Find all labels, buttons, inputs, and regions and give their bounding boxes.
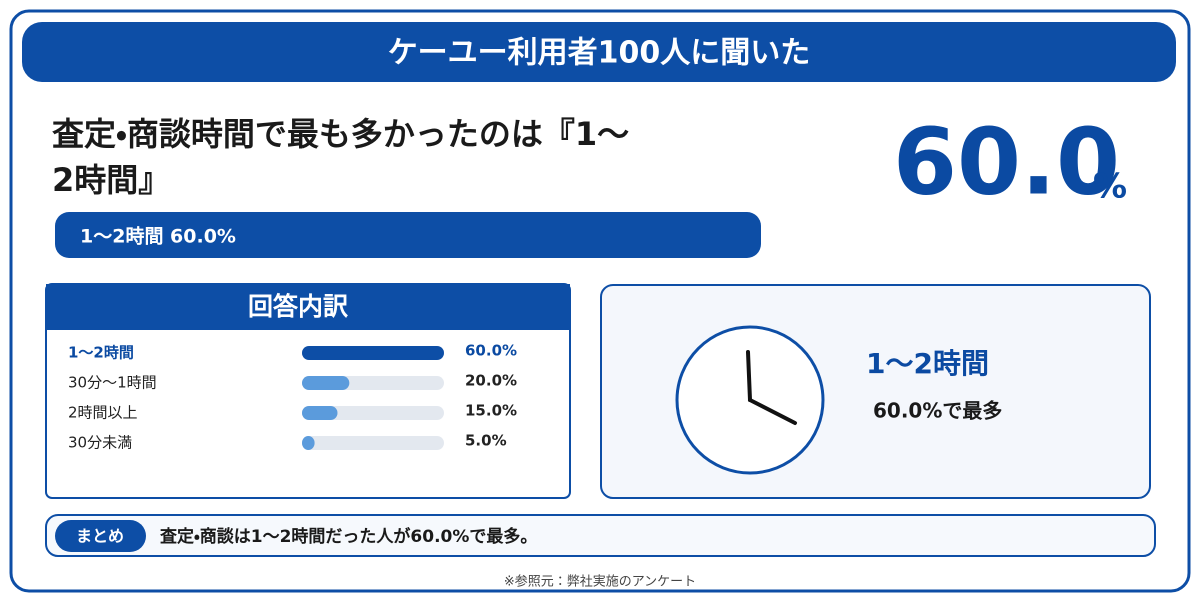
row-value: 20.0% [465, 372, 517, 390]
big-value: 60.0 [893, 108, 1120, 215]
highlight-label: 1〜2時間 [866, 347, 989, 380]
footer: ※参照元：弊社実施のアンケート [504, 574, 696, 590]
big-unit: % [1093, 167, 1127, 207]
bar [302, 406, 338, 420]
breakdown-header [46, 284, 570, 330]
bar [302, 436, 315, 450]
breakdown-rows: 1〜2時間 60.0% 30分〜1時間 20.0% 2時間以上 15.0% 30分未満 5.0… [68, 342, 517, 452]
bar [302, 346, 444, 360]
headline: 2時間』 [52, 161, 170, 199]
row-value: 5.0% [465, 432, 507, 450]
row-label: 30分〜1時間 [68, 374, 157, 392]
highlight-text: 60.0%で最多 [873, 399, 1002, 423]
row-label: 2時間以上 [68, 404, 138, 422]
header-bar [22, 22, 1176, 82]
row-label: 1〜2時間 [68, 344, 134, 362]
headline: 査定・商談時間で最も多かったのは『1〜 [52, 115, 629, 153]
header-title: ケーユー利用者100人に聞いた [388, 36, 811, 71]
bar-track [302, 406, 444, 420]
breakdown-title: 回答内訳 [248, 292, 348, 321]
summary-text: 査定・商談は1〜2時間だった人が60.0%で最多。 [159, 526, 537, 547]
summary-tag [55, 520, 146, 552]
bar [302, 376, 350, 390]
pill-text: 1〜2時間 60.0% [80, 226, 236, 248]
clock-hand [746, 350, 752, 402]
bar-track [302, 436, 444, 450]
summary-tag-text: まとめ [76, 527, 124, 546]
row-value: 15.0% [465, 402, 517, 420]
row-label: 30分未満 [68, 434, 132, 452]
summary-bar [45, 514, 1156, 557]
row-value: 60.0% [465, 342, 517, 360]
pill [55, 212, 761, 258]
clock-hand [748, 398, 797, 425]
